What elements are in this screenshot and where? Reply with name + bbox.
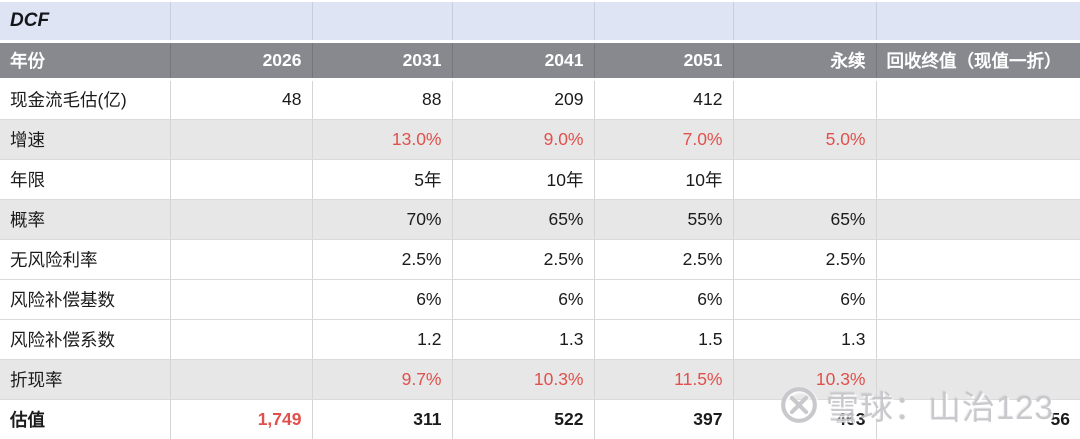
table-row-cash-flow-estimate: 现金流毛估(亿)4888209412	[0, 79, 1080, 119]
cell-growth-rate-terminal-value	[876, 119, 1080, 159]
cell-cash-flow-estimate-y2031: 88	[312, 79, 452, 119]
cell-risk-free-rate-y2026	[170, 239, 312, 279]
table-row-growth-rate: 增速 13.0%9.0%7.0%5.0%	[0, 119, 1080, 159]
cell-risk-premium-coefficient-y2051: 1.5	[594, 319, 733, 359]
cell-valuation-y2031: 311	[312, 399, 452, 439]
column-header-y2026: 2026	[170, 41, 312, 79]
cell-risk-premium-base-terminal-value	[876, 279, 1080, 319]
column-header-y2041: 2041	[452, 41, 594, 79]
row-label-risk-premium-coefficient: 风险补偿系数	[0, 319, 170, 359]
table-title-spacer-cell	[594, 1, 733, 41]
cell-risk-premium-coefficient-y2031: 1.2	[312, 319, 452, 359]
row-label-probability: 概率	[0, 199, 170, 239]
cell-duration-years-y2031: 5年	[312, 159, 452, 199]
table-title-spacer-cell	[733, 1, 876, 41]
table-title-spacer-cell	[876, 1, 1080, 41]
cell-growth-rate-y2031: 13.0%	[312, 119, 452, 159]
cell-risk-premium-base-y2031: 6%	[312, 279, 452, 319]
cell-cash-flow-estimate-terminal-value	[876, 79, 1080, 119]
cell-cash-flow-estimate-y2026: 48	[170, 79, 312, 119]
cell-risk-free-rate-y2051: 2.5%	[594, 239, 733, 279]
cell-duration-years-y2026	[170, 159, 312, 199]
cell-risk-free-rate-terminal-value	[876, 239, 1080, 279]
cell-risk-free-rate-y2031: 2.5%	[312, 239, 452, 279]
cell-risk-free-rate-y2041: 2.5%	[452, 239, 594, 279]
cell-probability-terminal-value	[876, 199, 1080, 239]
column-header-perpetual: 永续	[733, 41, 876, 79]
cell-duration-years-y2041: 10年	[452, 159, 594, 199]
cell-probability-perpetual: 65%	[733, 199, 876, 239]
table-title-row: DCF	[0, 1, 1080, 41]
cell-duration-years-terminal-value	[876, 159, 1080, 199]
cell-cash-flow-estimate-y2041: 209	[452, 79, 594, 119]
cell-risk-premium-base-y2041: 6%	[452, 279, 594, 319]
table-row-discount-rate: 折现率9.7%10.3%11.5%10.3%	[0, 359, 1080, 399]
dcf-table: DCF 年份2026203120412051永续回收终值（现值一折） 现金流毛估…	[0, 0, 1080, 439]
table-title-spacer-cell	[170, 1, 312, 41]
cell-discount-rate-perpetual: 10.3%	[733, 359, 876, 399]
table-row-risk-premium-base: 风险补偿基数6%6%6%6%	[0, 279, 1080, 319]
row-label-valuation: 估值	[0, 399, 170, 439]
row-label-growth-rate: 增速	[0, 119, 170, 159]
cell-probability-y2051: 55%	[594, 199, 733, 239]
row-label-duration-years: 年限	[0, 159, 170, 199]
cell-discount-rate-y2051: 11.5%	[594, 359, 733, 399]
cell-probability-y2031: 70%	[312, 199, 452, 239]
cell-risk-premium-coefficient-y2041: 1.3	[452, 319, 594, 359]
cell-valuation-terminal-value: 56	[876, 399, 1080, 439]
cell-valuation-perpetual: 463	[733, 399, 876, 439]
cell-probability-y2026	[170, 199, 312, 239]
column-header-terminal-value: 回收终值（现值一折）	[876, 41, 1080, 79]
table-title-spacer-cell	[452, 1, 594, 41]
cell-valuation-y2026: 1,749	[170, 399, 312, 439]
table-row-duration-years: 年限5年10年10年	[0, 159, 1080, 199]
table-row-probability: 概率70%65%55%65%	[0, 199, 1080, 239]
column-header-y2031: 2031	[312, 41, 452, 79]
table-title: DCF	[0, 1, 170, 41]
table-title-spacer-cell	[312, 1, 452, 41]
cell-discount-rate-terminal-value	[876, 359, 1080, 399]
cell-discount-rate-y2026	[170, 359, 312, 399]
cell-risk-premium-coefficient-perpetual: 1.3	[733, 319, 876, 359]
cell-valuation-y2051: 397	[594, 399, 733, 439]
cell-growth-rate-y2041: 9.0%	[452, 119, 594, 159]
cell-valuation-y2041: 522	[452, 399, 594, 439]
cell-risk-premium-coefficient-terminal-value	[876, 319, 1080, 359]
cell-risk-premium-coefficient-y2026	[170, 319, 312, 359]
table-row-risk-premium-coefficient: 风险补偿系数1.21.31.51.3	[0, 319, 1080, 359]
cell-risk-premium-base-perpetual: 6%	[733, 279, 876, 319]
cell-duration-years-y2051: 10年	[594, 159, 733, 199]
cell-growth-rate-y2051: 7.0%	[594, 119, 733, 159]
row-label-risk-free-rate: 无风险利率	[0, 239, 170, 279]
table-header-row: 年份2026203120412051永续回收终值（现值一折）	[0, 41, 1080, 79]
cell-cash-flow-estimate-y2051: 412	[594, 79, 733, 119]
dcf-spreadsheet: DCF 年份2026203120412051永续回收终值（现值一折） 现金流毛估…	[0, 0, 1080, 439]
row-label-discount-rate: 折现率	[0, 359, 170, 399]
row-label-risk-premium-base: 风险补偿基数	[0, 279, 170, 319]
table-row-valuation: 估值1,74931152239746356	[0, 399, 1080, 439]
column-header-year: 年份	[0, 41, 170, 79]
cell-duration-years-perpetual	[733, 159, 876, 199]
cell-discount-rate-y2041: 10.3%	[452, 359, 594, 399]
row-label-cash-flow-estimate: 现金流毛估(亿)	[0, 79, 170, 119]
table-row-risk-free-rate: 无风险利率2.5%2.5%2.5%2.5%	[0, 239, 1080, 279]
cell-growth-rate-perpetual: 5.0%	[733, 119, 876, 159]
cell-cash-flow-estimate-perpetual	[733, 79, 876, 119]
cell-discount-rate-y2031: 9.7%	[312, 359, 452, 399]
cell-risk-free-rate-perpetual: 2.5%	[733, 239, 876, 279]
cell-growth-rate-y2026	[170, 119, 312, 159]
cell-probability-y2041: 65%	[452, 199, 594, 239]
cell-risk-premium-base-y2051: 6%	[594, 279, 733, 319]
column-header-y2051: 2051	[594, 41, 733, 79]
cell-risk-premium-base-y2026	[170, 279, 312, 319]
